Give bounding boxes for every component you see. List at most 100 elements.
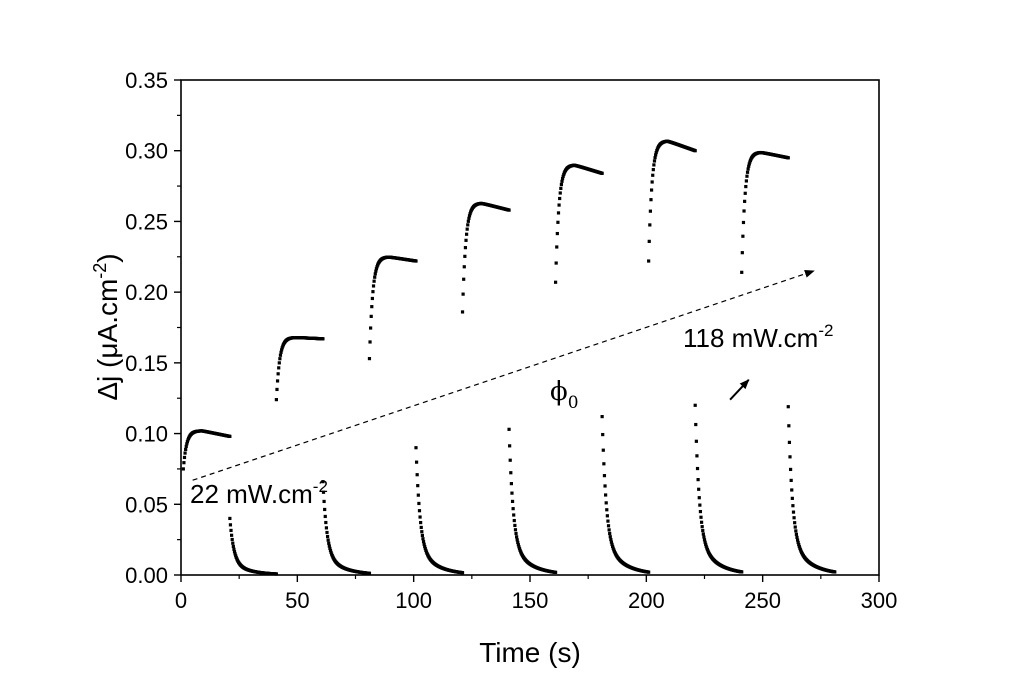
data-point	[745, 170, 750, 174]
data-point	[654, 153, 658, 157]
data-point	[697, 487, 701, 491]
data-point	[559, 186, 563, 190]
data-point	[513, 523, 517, 528]
data-point	[695, 454, 699, 458]
data-point	[276, 372, 280, 376]
data-point	[515, 538, 519, 542]
data-point	[605, 508, 609, 512]
data-point	[647, 570, 651, 574]
data-point	[278, 357, 282, 361]
data-point	[374, 269, 378, 273]
data-point	[787, 440, 792, 444]
data-point	[743, 191, 747, 195]
data-point	[557, 203, 561, 207]
data-point	[508, 458, 512, 462]
data-point	[419, 520, 423, 525]
data-point	[460, 310, 465, 314]
x-tick-label: 0	[175, 588, 187, 613]
data-point	[693, 149, 697, 153]
x-tick-label: 300	[861, 588, 898, 613]
data-point	[561, 174, 565, 178]
data-point	[790, 496, 794, 500]
data-point	[512, 513, 516, 517]
y-axis-ticks: 0.00 0.05 0.10 0.15 0.20 0.25 0.30 0.35	[125, 68, 181, 588]
data-point	[327, 544, 331, 548]
data-point	[507, 427, 511, 431]
data-point	[370, 305, 374, 309]
data-point	[185, 442, 189, 446]
data-point	[183, 451, 187, 455]
data-point	[279, 350, 283, 354]
data-point	[601, 448, 605, 452]
data-point	[745, 174, 749, 178]
data-point	[786, 156, 790, 160]
data-point	[510, 499, 515, 504]
data-point	[184, 447, 188, 452]
data-point	[419, 525, 423, 530]
data-point	[741, 234, 745, 238]
data-point	[463, 246, 468, 250]
data-point	[367, 571, 372, 575]
data-point	[231, 544, 235, 549]
data-point	[275, 379, 280, 383]
data-point	[788, 455, 792, 459]
data-point	[321, 490, 326, 494]
data-point	[604, 493, 608, 497]
data-point	[323, 507, 327, 512]
data-point	[556, 220, 560, 224]
data-point	[465, 232, 469, 236]
data-points	[181, 139, 837, 576]
data-point	[797, 544, 801, 549]
data-point	[704, 544, 708, 548]
data-point	[744, 184, 748, 189]
data-point	[460, 571, 465, 575]
data-point	[796, 540, 800, 545]
data-point	[325, 530, 329, 535]
x-axis-title: Time (s)	[479, 637, 581, 668]
data-point	[324, 520, 328, 525]
data-point	[702, 535, 706, 539]
data-point	[553, 570, 558, 574]
data-point	[514, 531, 518, 536]
data-point	[368, 340, 372, 344]
x-tick-label: 200	[628, 588, 665, 613]
data-point	[653, 156, 657, 160]
data-point	[652, 159, 657, 163]
data-point	[741, 220, 746, 225]
data-point	[232, 550, 237, 554]
data-point	[278, 353, 283, 357]
data-point	[228, 523, 233, 527]
data-point	[416, 484, 420, 488]
data-point	[274, 572, 278, 576]
y-tick-label: 0.05	[125, 492, 168, 517]
data-point	[421, 540, 426, 544]
data-point	[794, 532, 798, 536]
data-point	[791, 504, 795, 508]
data-point	[558, 196, 562, 201]
data-point	[231, 541, 235, 545]
data-point	[228, 516, 232, 521]
data-point	[375, 265, 379, 269]
x-tick-label: 100	[395, 588, 432, 613]
data-point	[367, 357, 372, 361]
data-point	[510, 491, 514, 495]
data-point	[611, 544, 615, 548]
data-point	[325, 534, 330, 539]
data-point	[228, 434, 232, 438]
data-point	[417, 501, 421, 506]
data-point	[652, 163, 656, 167]
data-point	[609, 537, 613, 542]
y-tick-label: 0.20	[125, 280, 168, 305]
data-point	[464, 238, 468, 242]
data-point	[743, 199, 747, 203]
data-point	[649, 198, 653, 202]
data-point	[277, 366, 281, 370]
data-point	[515, 535, 519, 539]
data-point	[694, 439, 698, 443]
data-point	[601, 432, 605, 437]
data-point	[466, 223, 470, 227]
data-point	[833, 570, 837, 574]
data-point	[467, 216, 471, 220]
data-point	[600, 171, 604, 175]
data-point	[611, 546, 615, 550]
